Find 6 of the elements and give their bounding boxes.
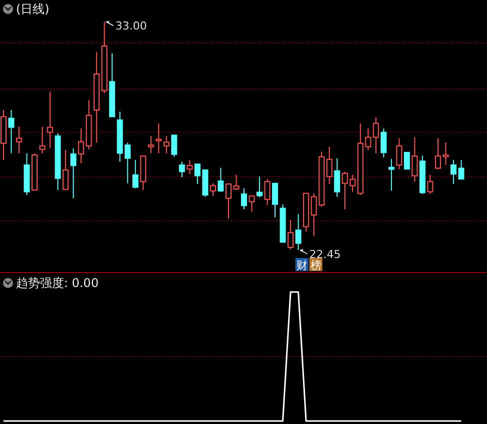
text: 财 (296, 259, 308, 272)
chart-title: 趋势强度: 0.00 (16, 276, 99, 290)
chart-title: (日线) (16, 2, 50, 16)
annotation: 33.00 (115, 20, 147, 33)
annotation: 22.45 (309, 248, 341, 261)
text: 榜 (310, 259, 322, 272)
